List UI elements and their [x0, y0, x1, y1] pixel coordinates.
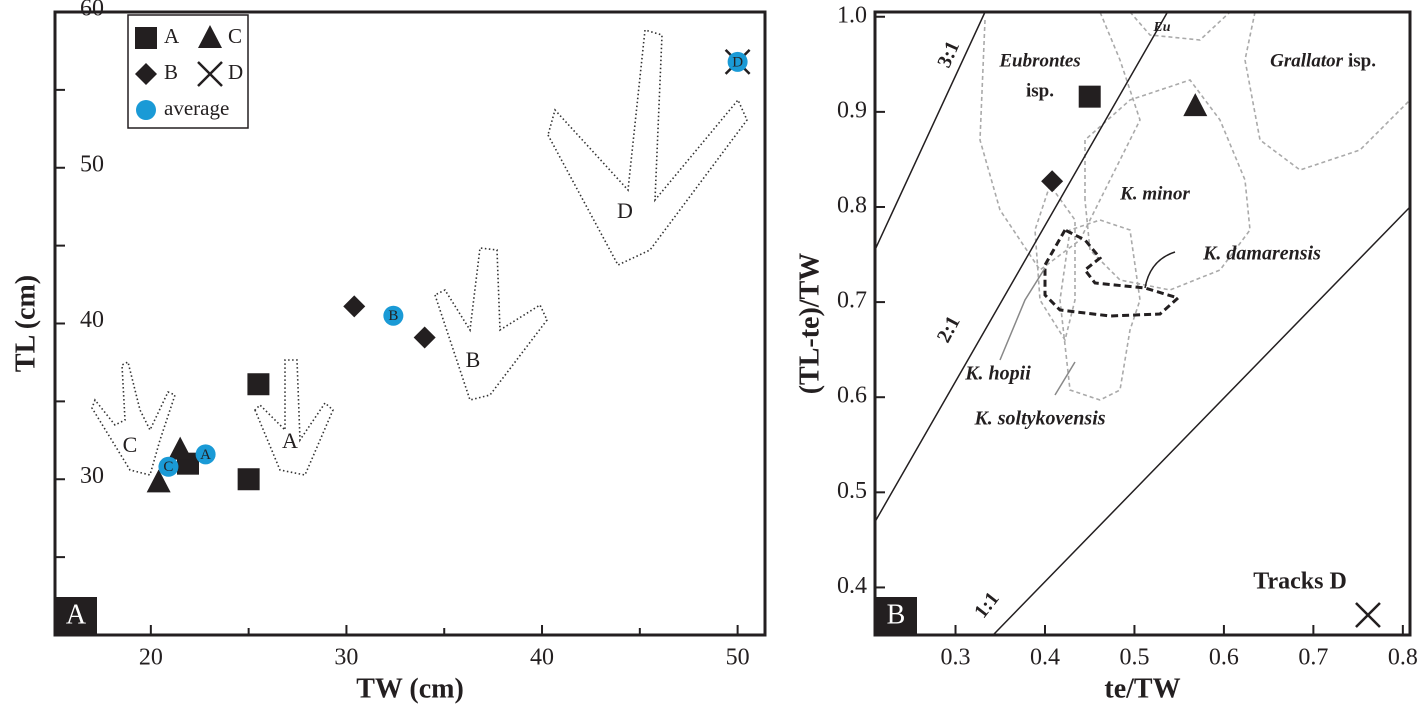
ratio-line: [875, 12, 1169, 523]
region-label: Grallator: [1270, 50, 1343, 71]
region-k-damarensis: [1043, 228, 1181, 318]
legend-marker: [135, 63, 157, 85]
y-tick-label: 0.7: [837, 288, 867, 314]
region-k-soltykovensis: [1059, 219, 1141, 401]
annotation: Tracks D: [1253, 569, 1347, 595]
point: [413, 326, 436, 349]
legend-label: A: [164, 24, 180, 48]
footprint-d: [547, 28, 748, 267]
point: [1078, 85, 1101, 108]
point-label: A: [200, 447, 211, 463]
legend-marker: [136, 100, 156, 120]
region-outlines: [979, 12, 1410, 401]
x-tick-label: 0.4: [1030, 645, 1060, 671]
point-label: D: [732, 54, 743, 70]
region-grallator: [1244, 12, 1410, 171]
region-label: isp.: [1026, 80, 1054, 101]
y-axis-label: (TL-te)/TW: [794, 253, 825, 395]
point: [383, 305, 404, 326]
point: [146, 469, 171, 493]
legend-label: average: [164, 96, 229, 120]
point: [168, 436, 193, 460]
y-tick-label: 40: [80, 307, 104, 333]
region-eubrontes: [979, 12, 1141, 272]
y-tick-label: 0.6: [837, 383, 867, 409]
point: [343, 295, 366, 318]
x-tick-label: 0.6: [1209, 645, 1239, 671]
leader-line: [1054, 361, 1076, 396]
region-label: Eu: [1152, 20, 1170, 35]
region-label: K. soltykovensis: [973, 408, 1105, 430]
plot-frame: [873, 10, 1412, 637]
ratio-line: [875, 12, 986, 251]
x-tick-label: 50: [726, 645, 750, 671]
region-label: K. minor: [1119, 183, 1190, 204]
region-eu: [1129, 12, 1231, 41]
x-tick-label: 0.3: [941, 645, 971, 671]
footprint-label: B: [466, 347, 481, 372]
x-tick-label: 30: [334, 645, 358, 671]
leader-line: [1144, 251, 1176, 289]
region-label: Eubrontes: [998, 50, 1080, 71]
point: [247, 373, 270, 396]
point: [1183, 93, 1208, 117]
legend-label: B: [164, 60, 178, 84]
x-axis-label: TW (cm): [356, 673, 464, 704]
footprint-outlines: [91, 28, 748, 476]
x-tick-label: 0.7: [1298, 645, 1328, 671]
panel-label-box: [875, 597, 917, 635]
point-label: C: [163, 459, 173, 475]
point: [727, 51, 748, 72]
point: [1041, 170, 1064, 193]
ratio-line: [992, 206, 1410, 635]
footprint-label: C: [123, 432, 138, 457]
y-tick-label: 1.0: [837, 2, 867, 28]
region-label: isp.: [1348, 50, 1376, 71]
legend-marker: [197, 61, 223, 87]
panel-label: B: [887, 599, 906, 630]
point-label: B: [388, 308, 398, 324]
y-tick-label: 60: [80, 0, 104, 22]
region-k-hopii: [1034, 183, 1076, 343]
footprint-a: [254, 359, 334, 476]
point: [237, 468, 260, 491]
legend-marker: [135, 27, 157, 49]
panel-label: A: [66, 599, 87, 630]
y-tick-label: 30: [80, 463, 104, 489]
x-tick-label: 0.5: [1119, 645, 1149, 671]
x-tick-label: 0.8: [1388, 645, 1418, 671]
region-label: K. hopii: [964, 363, 1031, 385]
legend-label: C: [228, 24, 242, 48]
footprint-label: A: [282, 428, 298, 453]
cross-stroke: [1355, 602, 1381, 628]
y-tick-label: 0.5: [837, 478, 867, 504]
x-tick-label: 20: [139, 645, 163, 671]
footprint-c: [91, 360, 176, 476]
y-tick-label: 50: [80, 151, 104, 177]
y-tick-label: 0.8: [837, 192, 867, 218]
x-tick-label: 40: [530, 645, 554, 671]
footprint-b: [434, 247, 548, 401]
legend-marker: [198, 25, 222, 48]
ratio-label: 2:1: [933, 312, 965, 346]
cross-stroke: [197, 61, 223, 87]
y-tick-label: 0.9: [837, 97, 867, 123]
region-k-minor: [1084, 79, 1251, 291]
ratio-label: 1:1: [970, 588, 1004, 623]
leader-line: [999, 267, 1046, 361]
footprint-label: D: [617, 198, 633, 223]
x-axis-label: te/TW: [1104, 673, 1180, 704]
point: [158, 456, 179, 477]
legend-label: D: [228, 60, 243, 84]
region-label: K. damarensis: [1202, 243, 1321, 265]
point: [195, 444, 216, 465]
y-tick-label: 0.4: [837, 573, 867, 599]
panel-label-box: [55, 597, 97, 635]
point: [1355, 602, 1381, 628]
y-axis-label: TL (cm): [10, 275, 41, 372]
